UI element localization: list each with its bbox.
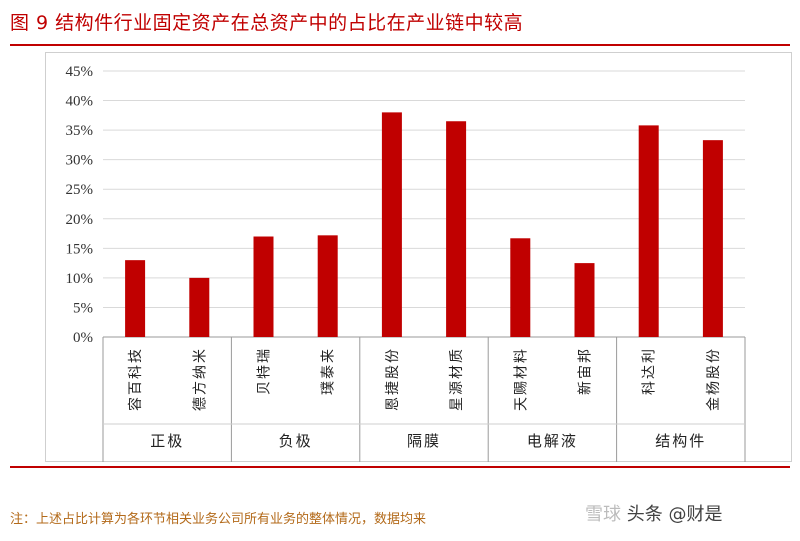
category-label: 容百科技	[127, 347, 144, 411]
category-label: 贝特瑞	[257, 347, 273, 395]
y-tick-label: 5%	[73, 300, 93, 316]
bar	[702, 140, 723, 337]
category-label: 德方纳米	[192, 347, 208, 411]
chart-frame	[45, 52, 792, 462]
group-label: 电解液	[527, 432, 578, 450]
y-tick-label: 45%	[66, 64, 94, 80]
bar	[253, 236, 274, 337]
category-label: 科达利	[642, 347, 658, 395]
group-label: 正极	[150, 432, 184, 450]
y-tick-label: 30%	[66, 153, 94, 169]
bar	[638, 125, 659, 337]
y-tick-label: 35%	[66, 123, 94, 139]
category-label: 金杨股份	[706, 347, 722, 411]
y-tick-label: 25%	[66, 182, 94, 198]
y-tick-label: 10%	[66, 271, 94, 287]
y-tick-label: 15%	[66, 241, 94, 257]
y-tick-label: 20%	[66, 212, 94, 228]
y-tick-label: 40%	[66, 94, 94, 110]
watermark-left: 雪球	[585, 504, 621, 525]
category-label: 天赐材料	[513, 347, 529, 411]
bar	[317, 235, 338, 337]
group-label: 结构件	[655, 432, 706, 450]
bottom-divider	[10, 466, 790, 468]
bar	[510, 238, 531, 337]
y-tick-label: 0%	[73, 330, 93, 346]
figure-title: 图 9 结构件行业固定资产在总资产中的占比在产业链中较高	[10, 12, 524, 34]
category-label: 恩捷股份	[385, 347, 401, 411]
category-label: 璞泰来	[321, 347, 337, 395]
category-label: 新宙邦	[578, 347, 594, 395]
group-label: 隔膜	[407, 432, 441, 450]
bar	[446, 121, 467, 337]
category-label: 星源材质	[449, 347, 465, 411]
bar	[125, 260, 146, 337]
footnote: 注：上述占比计算为各环节相关业务公司所有业务的整体情况，数据均来	[10, 512, 427, 527]
watermark-right: 头条 @财是	[626, 504, 723, 525]
bar	[574, 263, 595, 337]
bar	[381, 112, 402, 337]
bar	[189, 277, 210, 337]
watermark: 雪球 头条 @财是	[585, 500, 722, 526]
bar-chart: 0% 5% 10% 15% 20% 25% 30% 35% 40% 45% 容百科技 德方纳米 贝特瑞 璞…	[66, 64, 746, 462]
top-divider	[10, 44, 790, 46]
group-label: 负极	[279, 432, 313, 450]
